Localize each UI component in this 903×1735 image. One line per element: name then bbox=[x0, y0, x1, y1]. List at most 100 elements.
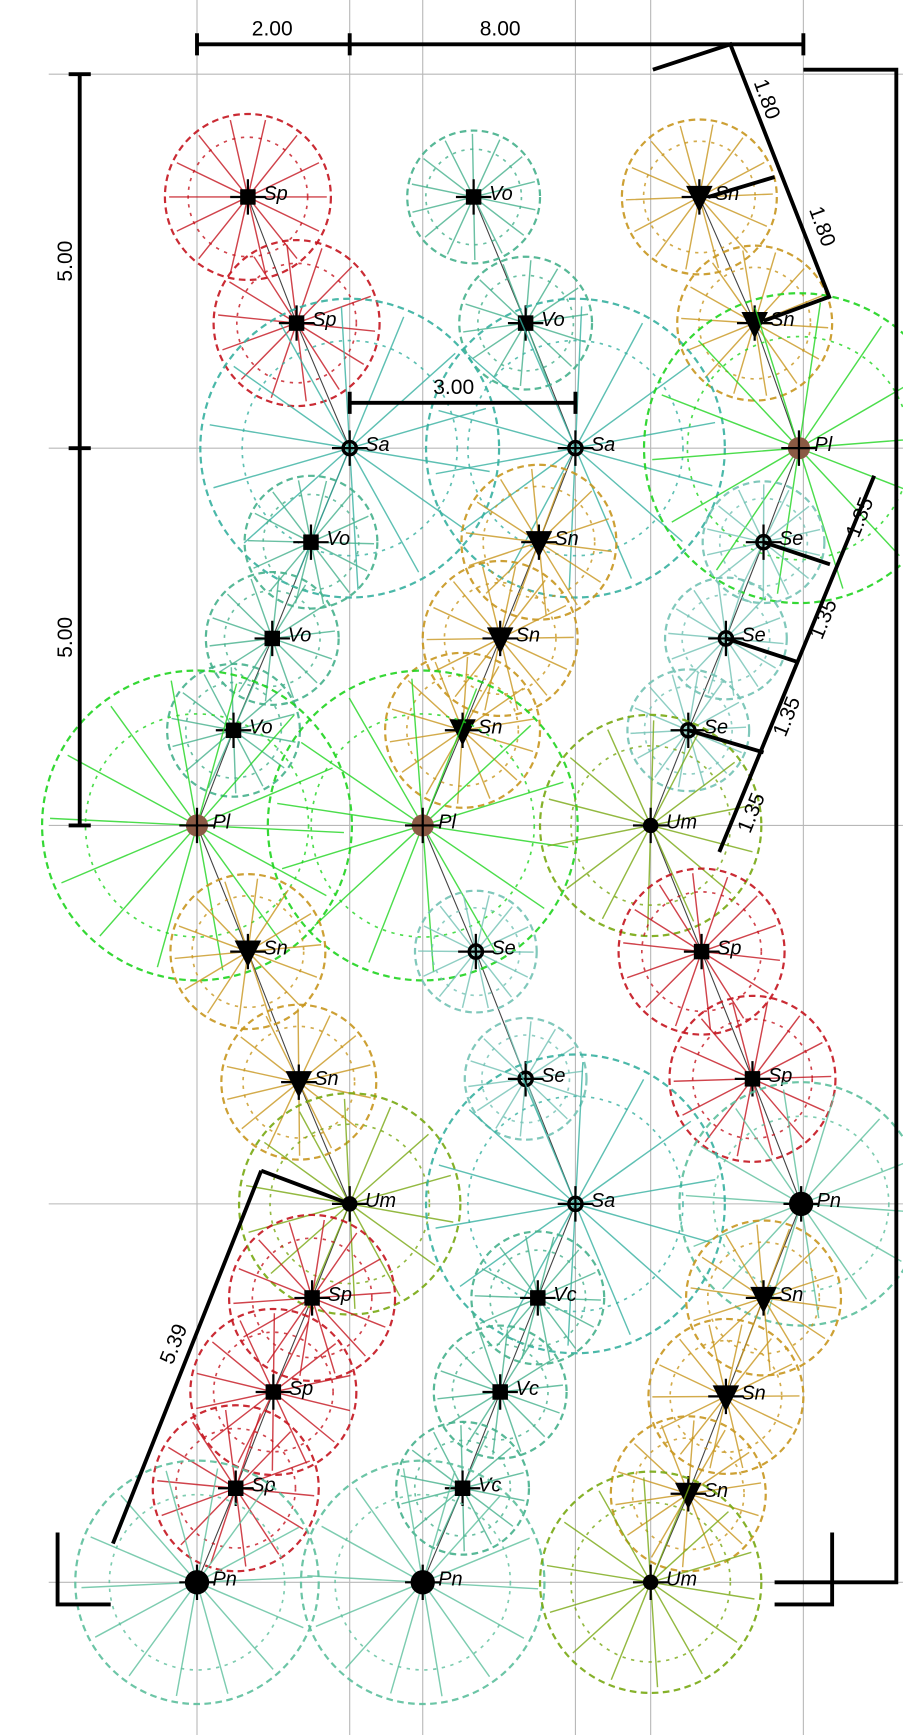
plant-label: Vo bbox=[541, 309, 565, 331]
branches bbox=[400, 1425, 525, 1552]
tree: Sp bbox=[151, 1404, 320, 1573]
cross bbox=[293, 524, 329, 560]
row-line bbox=[650, 196, 802, 1583]
plant-label: Se bbox=[741, 625, 765, 647]
cross bbox=[736, 305, 773, 341]
tree: Sn bbox=[620, 118, 778, 276]
canopy bbox=[443, 581, 557, 696]
canopy bbox=[640, 891, 763, 1013]
canopy bbox=[470, 1230, 606, 1366]
branches bbox=[411, 133, 536, 261]
cross bbox=[557, 430, 594, 466]
branches bbox=[246, 1098, 454, 1309]
cross bbox=[254, 620, 290, 657]
branches bbox=[174, 878, 322, 1025]
branches bbox=[630, 673, 747, 788]
canopy bbox=[684, 1219, 843, 1377]
canopy bbox=[74, 1459, 320, 1706]
tree: Se bbox=[463, 1016, 588, 1141]
plant-label: Pn bbox=[817, 1190, 841, 1212]
canopy bbox=[413, 889, 538, 1014]
dimensions: 2.00 8.00 1.80 1.80 5.00 5.00 3.00 1.35 … bbox=[54, 17, 899, 1607]
tree: Vo bbox=[166, 662, 302, 798]
tree: Vo bbox=[458, 255, 594, 391]
cross bbox=[255, 1374, 292, 1410]
tree: Sp bbox=[668, 994, 837, 1163]
plant-label: Vc bbox=[478, 1474, 501, 1496]
branches bbox=[389, 656, 536, 804]
cross bbox=[683, 933, 720, 970]
cross bbox=[482, 1374, 518, 1410]
canopy bbox=[686, 335, 903, 561]
plant-label: Se bbox=[491, 938, 515, 960]
tree: Sa bbox=[424, 297, 726, 599]
branches bbox=[81, 1468, 313, 1697]
canopy bbox=[691, 1018, 814, 1140]
plant-label: Sp bbox=[768, 1065, 792, 1087]
branches bbox=[685, 1089, 903, 1319]
dimension-line bbox=[195, 33, 899, 1585]
plant-label: Sn bbox=[478, 716, 502, 738]
canopy bbox=[477, 274, 575, 372]
canopy bbox=[643, 685, 733, 775]
cross bbox=[521, 524, 557, 560]
canopy bbox=[236, 262, 358, 384]
cross bbox=[458, 933, 494, 970]
canopy bbox=[451, 1343, 549, 1441]
cross bbox=[455, 179, 492, 215]
canopy bbox=[266, 669, 579, 982]
cross bbox=[331, 430, 368, 466]
tree: Pl bbox=[40, 669, 354, 982]
canopy bbox=[242, 1025, 356, 1139]
plant-label: Se bbox=[541, 1065, 565, 1087]
tree: Sn bbox=[169, 873, 327, 1031]
cross bbox=[444, 712, 481, 748]
cross bbox=[444, 1470, 481, 1506]
branches bbox=[668, 581, 784, 696]
cross bbox=[734, 1061, 771, 1097]
canopy bbox=[538, 713, 763, 938]
dimension-label: 1.35 bbox=[769, 693, 806, 740]
canopy bbox=[241, 339, 459, 557]
canopy bbox=[84, 713, 310, 938]
branches bbox=[50, 680, 344, 971]
branches bbox=[546, 1477, 755, 1688]
tree: Vc bbox=[395, 1420, 531, 1556]
canopy bbox=[642, 140, 756, 254]
plant-label: Sn bbox=[516, 625, 540, 647]
cross bbox=[557, 1186, 594, 1222]
canopy bbox=[676, 244, 834, 402]
plant-label: Sp bbox=[289, 1378, 313, 1400]
canopy bbox=[334, 1493, 512, 1671]
tree: Um bbox=[538, 1470, 763, 1695]
canopy bbox=[570, 1501, 732, 1663]
tree: Um bbox=[237, 1092, 462, 1316]
tree: Se bbox=[701, 480, 826, 605]
canopy bbox=[467, 1095, 684, 1313]
branches bbox=[233, 1219, 391, 1376]
plant-label: Pn bbox=[438, 1568, 462, 1590]
plant-label: Sp bbox=[717, 938, 741, 960]
canopy bbox=[395, 1420, 531, 1556]
canopy bbox=[163, 112, 332, 282]
tree: Sp bbox=[212, 239, 381, 408]
tree: Sn bbox=[384, 651, 542, 809]
canopy bbox=[108, 1493, 286, 1671]
canopy bbox=[668, 994, 837, 1163]
cross bbox=[218, 1470, 254, 1506]
plant-label: Sa bbox=[365, 434, 389, 456]
cross bbox=[405, 807, 441, 844]
canopy bbox=[706, 1241, 821, 1355]
canopy bbox=[620, 118, 778, 276]
branches bbox=[623, 873, 780, 1031]
cross bbox=[632, 1564, 669, 1601]
plant-label: Sp bbox=[328, 1284, 352, 1306]
canopy bbox=[413, 1439, 512, 1537]
branches bbox=[615, 1420, 762, 1568]
plant-label: Sp bbox=[263, 183, 287, 205]
canopy bbox=[191, 894, 305, 1009]
branches bbox=[681, 250, 829, 396]
branches bbox=[468, 1021, 584, 1137]
plant-label: Vo bbox=[489, 183, 513, 205]
tree: Pl bbox=[266, 669, 579, 982]
